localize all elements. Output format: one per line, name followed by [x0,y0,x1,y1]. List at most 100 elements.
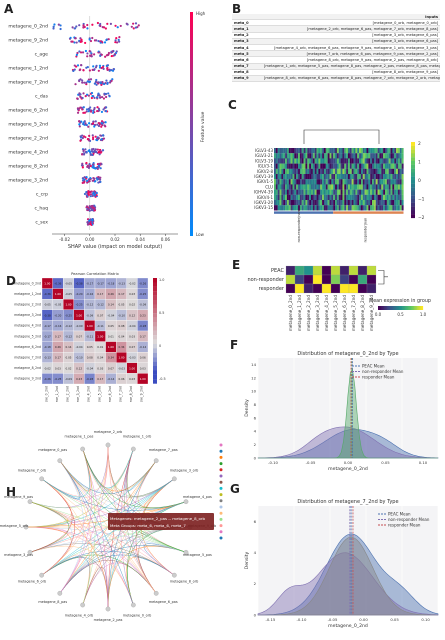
shap-point [100,125,103,128]
colorbar [190,12,193,236]
corr-value: 0.07 [97,313,103,317]
shap-point [92,65,95,68]
heatmap-cell [390,205,393,211]
colorbar-segment [153,344,157,349]
corr-value: 0.14 [66,345,72,349]
panel-a: A metagene_0_2nd metagene_9_2nd c_age metag… [0,0,228,262]
heatmap-cell [316,148,319,154]
heatmap-cell [351,200,354,206]
heatmap-cell [318,153,321,159]
heatmap-cell [390,168,393,175]
heatmap-cell [375,148,378,154]
shap-point [99,151,102,154]
heatmap-cell [390,174,393,180]
shap-point [85,161,88,165]
corr-value: 0.17 [97,292,103,296]
heatmap-cell [301,184,304,190]
heatmap-cell [366,163,369,169]
heatmap-cell [340,205,343,211]
shap-point [104,95,108,99]
heatmap-cell [342,148,345,154]
heatmap-cell [275,189,278,195]
heatmap-cell [373,158,376,164]
corr-value: -0.25 [54,377,61,381]
corr-value: 0.12 [129,313,135,317]
table-row: meta_8 [metagene_8_orb, metagene_9_pas] [232,69,440,76]
shap-point [88,80,92,83]
heatmap-cell [401,184,404,190]
heatmap-cell [331,158,334,164]
heatmap-cell [309,174,312,180]
heatmap-cell [301,168,304,175]
heatmap-cell [331,179,334,185]
corr-value: -0.25 [76,303,83,307]
heatmap-cell [331,205,334,211]
colorbar-segment [411,210,415,215]
heatmap-cell [281,163,284,169]
column-label: metagene_8_2nd [129,386,133,402]
panel-e: E PEAC non-responder responder metagene_0_2… [228,258,445,338]
chart-title: Pearson Correlation Matrix [71,272,120,276]
shap-point [105,38,109,41]
heatmap-cell [342,168,345,175]
heatmap-cell [386,184,389,190]
heatmap-cell [283,179,286,185]
heatmap-cell [348,153,350,159]
heatmap-cell [399,200,402,206]
heatmap-cell [316,200,319,206]
legend-segment [402,306,404,310]
heatmap-cell [323,168,326,175]
shap-point [91,68,94,71]
heatmap-cell [320,189,323,195]
y-tick-label: 4 [254,550,257,555]
shap-point [96,166,99,169]
y-tick-label: 10 [251,389,256,394]
heatmap-cell [359,148,362,154]
corr-value: 0.07 [129,345,135,349]
heatmap-cell [349,148,352,154]
shap-point [82,150,85,153]
heatmap-cell [383,163,386,169]
colorbar-segment [411,142,415,146]
heatmap-cell [336,174,339,180]
heatmap-cell [401,158,404,164]
shap-point [84,148,87,151]
corr-value: -0.04 [76,345,83,349]
heatmap-cell [299,194,302,201]
heatmap-cell [316,158,319,164]
colorbar-segment [153,313,157,318]
corr-value: 0.03 [129,335,135,339]
heatmap-cell [322,158,325,164]
table-cell-value: [metagene_4_orb, metagene_6_pas, metagen… [262,44,440,52]
corr-value: 1.00 [119,356,125,360]
heatmap-cell [355,205,358,211]
heatmap-cell [290,148,293,154]
heatmap-cell [364,153,367,159]
matrix-cell [294,274,305,285]
node-label: metagene_7_orb [18,469,46,473]
matrix-cell [366,283,377,294]
shap-point [87,94,90,97]
panel-g-label: G [230,482,240,496]
heatmap-cell [305,168,308,175]
shap-point [81,166,84,169]
heatmap-cell [357,179,360,185]
heatmap-cell [318,200,321,206]
shap-point [87,189,90,193]
shap-point [79,95,82,98]
corr-value: 1.00 [140,377,146,381]
heatmap-cell [329,200,332,206]
heatmap-cell [348,179,350,185]
heatmap-cell [377,163,380,169]
colorbar-segment [411,199,415,203]
heatmap-cell [377,168,380,175]
shap-point [89,177,92,180]
heatmap-cell [394,179,397,185]
heatmap-cell [355,179,358,185]
legend-segment [414,306,416,310]
shap-point [84,41,87,45]
shap-point [79,139,82,142]
shap-point [91,194,94,198]
corr-value: -0.13 [118,282,125,286]
shap-point [102,134,105,137]
